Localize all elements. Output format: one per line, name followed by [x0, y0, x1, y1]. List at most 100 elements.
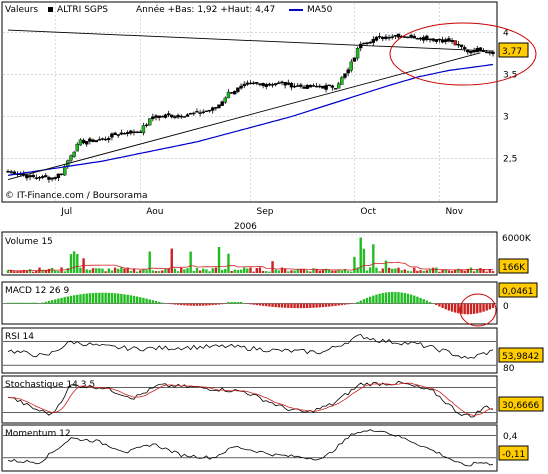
candle-up: [340, 77, 344, 85]
x-tick-label: Jul: [60, 207, 72, 217]
volume-bar: [16, 271, 19, 273]
macd-bar: [9, 302, 13, 304]
macd-bar: [400, 292, 403, 304]
macd-bar: [22, 302, 25, 304]
price-y-tick: 3: [503, 113, 509, 123]
volume-bar: [431, 267, 435, 273]
macd-bar: [63, 297, 66, 304]
candle-up: [192, 112, 196, 115]
candle-up: [352, 57, 357, 62]
macd-bar: [384, 292, 388, 304]
macd-bar: [293, 303, 296, 309]
legend-symbol: ALTRI SGPS: [57, 5, 108, 15]
volume-bar: [466, 268, 470, 273]
candle-up: [211, 107, 215, 111]
candle-up: [62, 166, 67, 176]
macd-bar: [252, 303, 255, 305]
volume-bar: [387, 267, 391, 273]
macd-bar: [305, 303, 309, 309]
volume-bar: [50, 267, 54, 273]
volume-bar: [129, 270, 133, 273]
volume-bar: [280, 267, 284, 273]
candle-down: [377, 36, 382, 38]
volume-bar: [365, 270, 369, 273]
macd-bar: [271, 303, 274, 307]
volume-bar: [340, 270, 344, 273]
volume-bar: [488, 269, 492, 273]
candle-up: [273, 83, 278, 86]
volume-bar: [413, 267, 416, 273]
candle-down: [412, 35, 416, 39]
volume-bar: [400, 270, 403, 273]
volume-bar: [101, 268, 104, 273]
candle-up: [185, 114, 190, 117]
macd-bar: [334, 303, 337, 306]
macd-bar: [372, 295, 375, 304]
legend-series-label: Valeurs: [5, 5, 38, 15]
candle-up: [236, 87, 240, 92]
macd-bar: [280, 303, 284, 308]
volume-bar: [359, 237, 362, 273]
candle-up: [245, 82, 250, 85]
volume-bar: [233, 269, 236, 273]
candle-down: [302, 86, 306, 89]
macd-bar: [101, 292, 104, 304]
macd-bar: [296, 303, 299, 309]
volume-bar: [120, 267, 123, 273]
candle-down: [299, 84, 303, 87]
macd-bar: [249, 303, 252, 305]
macd-bar: [148, 299, 151, 304]
volume-bar: [403, 269, 407, 273]
volume-bar: [76, 253, 79, 273]
legend-price-swatch: [48, 7, 53, 12]
macd-bar: [312, 303, 315, 308]
macd-bar: [488, 303, 492, 310]
candle-up: [28, 175, 32, 178]
volume-bar: [277, 270, 281, 273]
macd-bar: [236, 301, 240, 304]
candle-up: [264, 84, 268, 87]
candle-up: [72, 151, 76, 157]
macd-bar: [368, 296, 372, 304]
candle-down: [418, 37, 423, 40]
macd-bar: [98, 292, 101, 304]
volume-bar: [438, 271, 441, 273]
macd-bar: [258, 303, 262, 306]
candle-down: [280, 81, 284, 84]
candle-up: [277, 82, 281, 84]
candle-up: [233, 91, 237, 95]
candle-up: [129, 130, 133, 134]
volume-bar: [54, 270, 57, 273]
volume-bar: [476, 268, 479, 273]
candle-up: [110, 133, 114, 138]
macd-bar: [132, 295, 136, 304]
volume-bar: [94, 268, 98, 273]
momentum-panel: [1, 424, 498, 472]
stochastic-k-line: [7, 380, 494, 418]
volume-bar: [31, 271, 35, 273]
volume-bar: [334, 270, 337, 273]
macd-bar: [192, 303, 196, 306]
candle-down: [437, 38, 442, 41]
candle-up: [204, 110, 209, 112]
volume-bar: [315, 269, 318, 273]
volume-bar: [454, 269, 457, 273]
macd-bar: [107, 292, 110, 304]
macd-bar: [217, 303, 221, 305]
candle-up: [85, 141, 89, 145]
macd-bar: [198, 303, 202, 306]
macd-bar: [142, 297, 145, 304]
macd-bar: [460, 303, 463, 314]
volume-bar: [428, 269, 432, 273]
momentum-tick-04: 0,4: [503, 432, 518, 442]
macd-bar: [126, 294, 129, 304]
candle-down: [459, 44, 464, 48]
macd-bar: [66, 296, 70, 304]
volume-bar: [107, 268, 110, 273]
candle-up: [100, 138, 105, 140]
candle-up: [327, 84, 331, 87]
macd-bar: [183, 303, 186, 306]
candle-up: [53, 177, 57, 179]
candle-up: [368, 41, 372, 44]
